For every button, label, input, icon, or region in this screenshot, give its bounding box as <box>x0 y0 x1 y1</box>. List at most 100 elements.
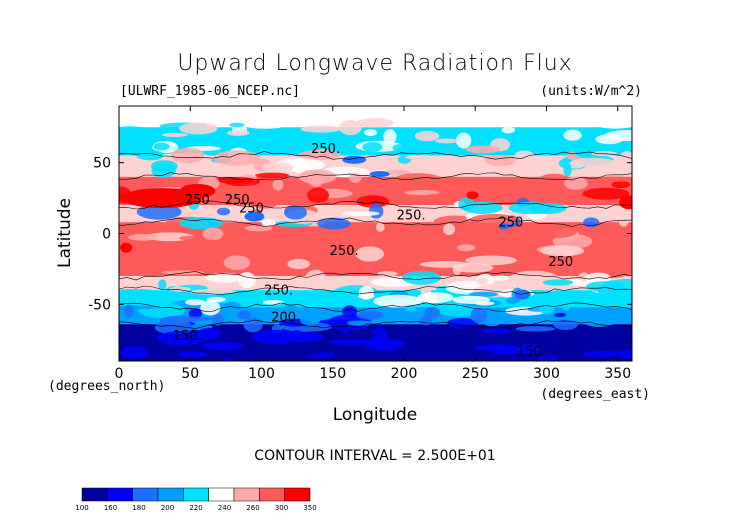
field-patch <box>380 255 393 270</box>
field-patch <box>262 300 284 305</box>
heatmap-field <box>119 106 632 361</box>
contour-label: 250 <box>185 193 210 208</box>
colorbar-swatch <box>183 487 209 502</box>
field-patch <box>161 132 189 138</box>
field-patch <box>300 125 342 133</box>
field-patch <box>355 118 394 128</box>
colorbar-label: 260 <box>246 504 259 512</box>
field-patch <box>178 122 218 135</box>
field-patch <box>364 129 378 137</box>
field-patch <box>200 300 221 316</box>
field-patch <box>347 320 374 326</box>
field-patch <box>535 132 563 140</box>
field-patch <box>533 225 578 239</box>
field-patch <box>244 225 273 232</box>
field-patch <box>392 173 444 188</box>
field-patch <box>246 123 284 129</box>
contour-label: 250. <box>330 244 359 259</box>
contour-labels: 250 250250250.250.250.250.200.150.2502501… <box>173 142 573 360</box>
field-patch <box>245 343 276 351</box>
file-label: [ULWRF_1985-06_NCEP.nc] <box>120 84 300 99</box>
field-patch <box>503 336 524 341</box>
field-patch <box>176 245 214 256</box>
y-tick-label: 50 <box>93 156 111 172</box>
field-patch <box>119 126 153 141</box>
field-patch <box>290 135 312 149</box>
field-patch <box>341 210 380 217</box>
field-patch <box>468 291 498 297</box>
field-patch <box>481 328 511 334</box>
field-patch <box>380 314 395 324</box>
field-patch <box>539 301 555 315</box>
field-patch <box>618 349 632 359</box>
field-patch <box>550 341 584 346</box>
x-unit-label: (degrees_east) <box>540 387 650 402</box>
x-tick-label: 250 <box>462 366 489 382</box>
contour-label: 200. <box>271 310 300 325</box>
field-patch <box>505 296 520 305</box>
field-patch <box>158 279 167 291</box>
y-unit-label: (degrees_north) <box>48 379 165 394</box>
field-patch <box>328 339 378 346</box>
field-patch <box>150 160 178 173</box>
x-axis: 0 50 100 150 200 250 300 350 <box>115 106 631 382</box>
field-patch <box>563 162 572 177</box>
field-patch <box>611 181 631 189</box>
field-patch <box>550 301 576 306</box>
colorbar-swatch <box>284 487 311 502</box>
units-label: (units:W/m^2) <box>540 84 642 99</box>
field-patch <box>119 341 155 347</box>
x-tick-label: 0 <box>115 366 124 382</box>
contour-label: 250. <box>264 283 293 298</box>
field-patch <box>542 279 574 286</box>
field-patch <box>383 129 397 144</box>
field-patch <box>473 344 517 351</box>
field-patch <box>161 270 205 275</box>
field-patch <box>443 223 456 236</box>
field-patch <box>307 173 324 187</box>
field-patch <box>540 245 585 257</box>
contour-label: 250 <box>498 215 523 230</box>
field-patch <box>603 130 632 142</box>
field-patch <box>128 233 158 241</box>
field-patch <box>224 177 261 187</box>
colorbar-label: 160 <box>104 504 117 512</box>
field-patch <box>553 319 579 330</box>
y-axis: 50 0 -50 <box>88 156 632 313</box>
field-patch <box>339 119 363 136</box>
contour-label: 150 <box>517 344 542 359</box>
field-patch <box>414 130 440 142</box>
field-patch <box>552 344 566 360</box>
contour-interval: CONTOUR INTERVAL = 2.500E+01 <box>254 448 495 464</box>
field-patch <box>213 150 261 166</box>
field-patch <box>227 130 250 136</box>
field-patch <box>601 291 632 304</box>
field-patch <box>566 311 618 322</box>
x-tick-label: 350 <box>604 366 631 382</box>
hot-core <box>179 184 216 198</box>
colorbar-label: 200 <box>161 504 174 512</box>
cold-cell <box>244 211 265 222</box>
field-patch <box>514 150 535 162</box>
field-patch <box>243 242 258 247</box>
field-patch <box>569 261 609 274</box>
field-patch <box>179 316 214 321</box>
field-patch <box>483 318 501 327</box>
y-tick-label: 0 <box>102 227 111 243</box>
field-patch <box>476 277 488 285</box>
field-patch <box>515 326 556 332</box>
y-tick-label: -50 <box>88 297 111 313</box>
cold-cell <box>342 155 367 164</box>
field-patch <box>423 295 437 304</box>
colorbar-label: 350 <box>303 504 316 512</box>
field-patch <box>136 204 182 220</box>
field-patch <box>433 215 477 229</box>
field-patch <box>405 154 435 160</box>
field-patch <box>373 294 423 308</box>
contour-label: 250 <box>239 201 264 216</box>
field-patch <box>237 310 252 320</box>
field-patch <box>252 329 299 345</box>
field-patch <box>185 299 205 306</box>
field-patch <box>434 138 459 144</box>
